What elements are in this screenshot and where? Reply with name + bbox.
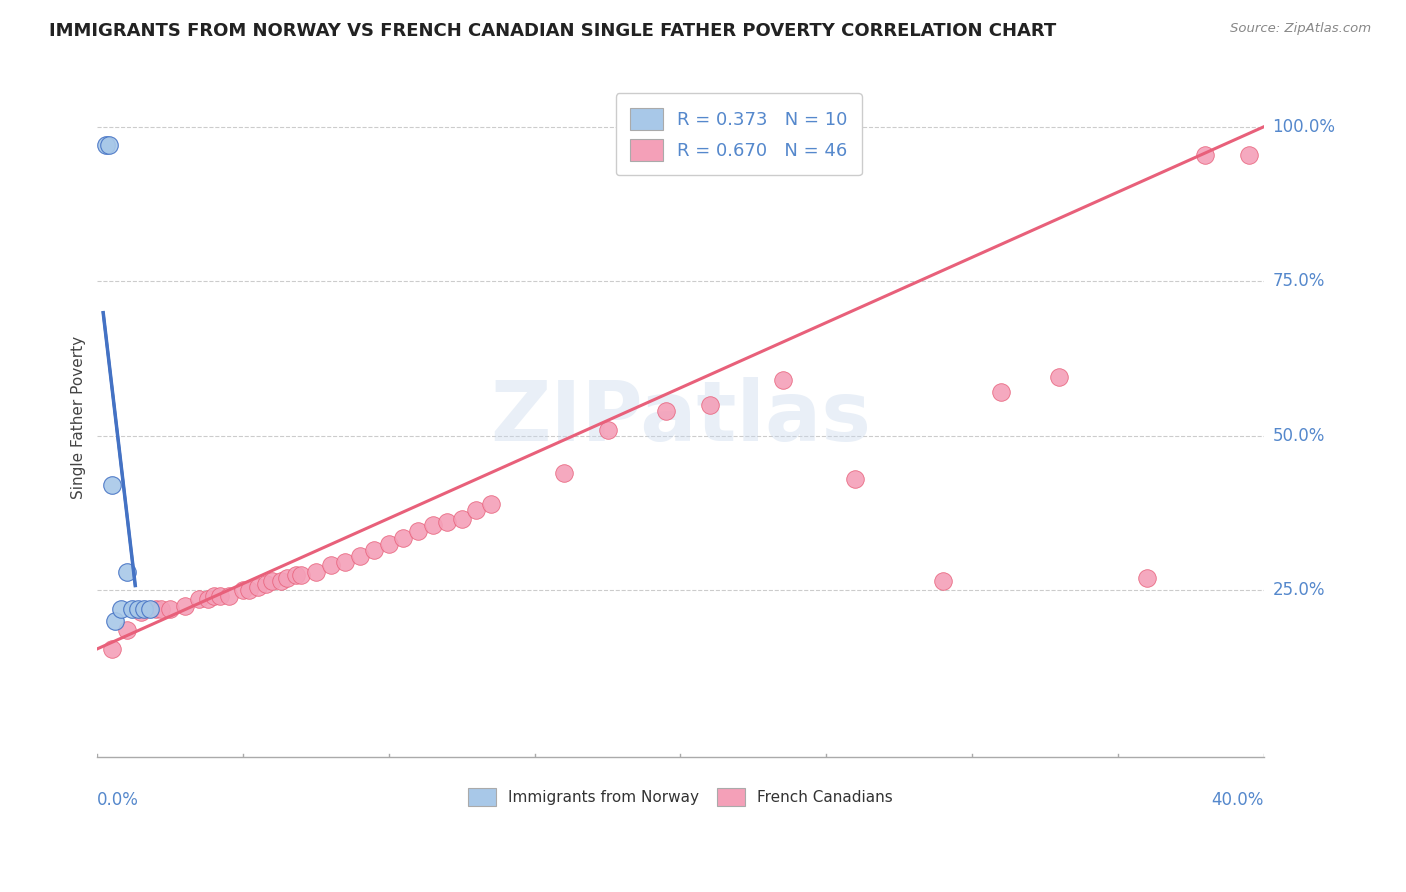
Point [276, 571, 298, 585]
Point [844, 472, 866, 486]
Text: 100.0%: 100.0% [1272, 118, 1336, 136]
Point [305, 565, 328, 579]
Point [132, 601, 155, 615]
Point [319, 558, 342, 573]
Point [406, 524, 429, 539]
Point [1136, 571, 1159, 585]
Point [990, 385, 1012, 400]
Point [101, 641, 124, 656]
Point [121, 601, 143, 615]
Point [655, 404, 678, 418]
Point [139, 601, 162, 615]
Legend: Immigrants from Norway, French Canadians: Immigrants from Norway, French Canadians [461, 780, 900, 814]
Point [349, 549, 371, 564]
Point [465, 503, 488, 517]
Text: IMMIGRANTS FROM NORWAY VS FRENCH CANADIAN SINGLE FATHER POVERTY CORRELATION CHAR: IMMIGRANTS FROM NORWAY VS FRENCH CANADIA… [49, 22, 1056, 40]
Point [1049, 370, 1071, 384]
Point [98, 138, 121, 153]
Point [699, 398, 721, 412]
Point [422, 518, 444, 533]
Point [94, 138, 117, 153]
Point [270, 574, 292, 588]
Text: 25.0%: 25.0% [1272, 582, 1324, 599]
Point [932, 574, 955, 588]
Point [256, 577, 278, 591]
Point [363, 543, 385, 558]
Point [159, 601, 181, 615]
Point [208, 590, 231, 604]
Point [202, 590, 225, 604]
Point [392, 531, 415, 545]
Point [150, 601, 173, 615]
Point [1194, 147, 1216, 161]
Point [115, 565, 138, 579]
Point [290, 567, 312, 582]
Point [110, 601, 132, 615]
Point [284, 567, 307, 582]
Point [104, 614, 127, 628]
Text: 75.0%: 75.0% [1272, 272, 1324, 290]
Point [129, 605, 152, 619]
Point [262, 574, 284, 588]
Point [232, 583, 254, 598]
Point [145, 601, 167, 615]
Point [335, 555, 357, 569]
Text: 50.0%: 50.0% [1272, 426, 1324, 445]
Point [1237, 147, 1260, 161]
Point [772, 373, 794, 387]
Point [197, 592, 219, 607]
Point [115, 624, 138, 638]
Text: Source: ZipAtlas.com: Source: ZipAtlas.com [1230, 22, 1371, 36]
Point [596, 423, 619, 437]
Point [101, 478, 124, 492]
Point [218, 590, 240, 604]
Point [479, 497, 502, 511]
Point [188, 592, 211, 607]
Point [173, 599, 195, 613]
Text: 40.0%: 40.0% [1211, 791, 1264, 809]
Y-axis label: Single Father Poverty: Single Father Poverty [72, 335, 86, 499]
Text: ZIPatlas: ZIPatlas [489, 376, 870, 458]
Point [238, 583, 260, 598]
Text: 0.0%: 0.0% [97, 791, 139, 809]
Point [246, 580, 269, 594]
Point [450, 512, 472, 526]
Point [378, 537, 401, 551]
Point [436, 515, 458, 529]
Point [553, 466, 575, 480]
Point [127, 601, 149, 615]
